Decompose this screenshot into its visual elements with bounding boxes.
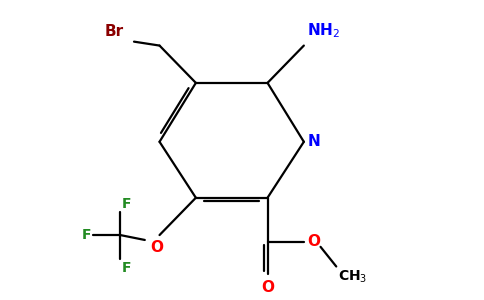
Text: O: O [307,234,320,249]
Text: F: F [81,228,91,242]
Text: NH$_2$: NH$_2$ [307,21,340,40]
Text: N: N [308,134,320,149]
Text: O: O [150,240,163,255]
Text: O: O [261,280,274,295]
Text: F: F [122,261,132,274]
Text: Br: Br [105,24,124,39]
Text: F: F [122,196,132,211]
Text: CH$_3$: CH$_3$ [338,268,367,285]
